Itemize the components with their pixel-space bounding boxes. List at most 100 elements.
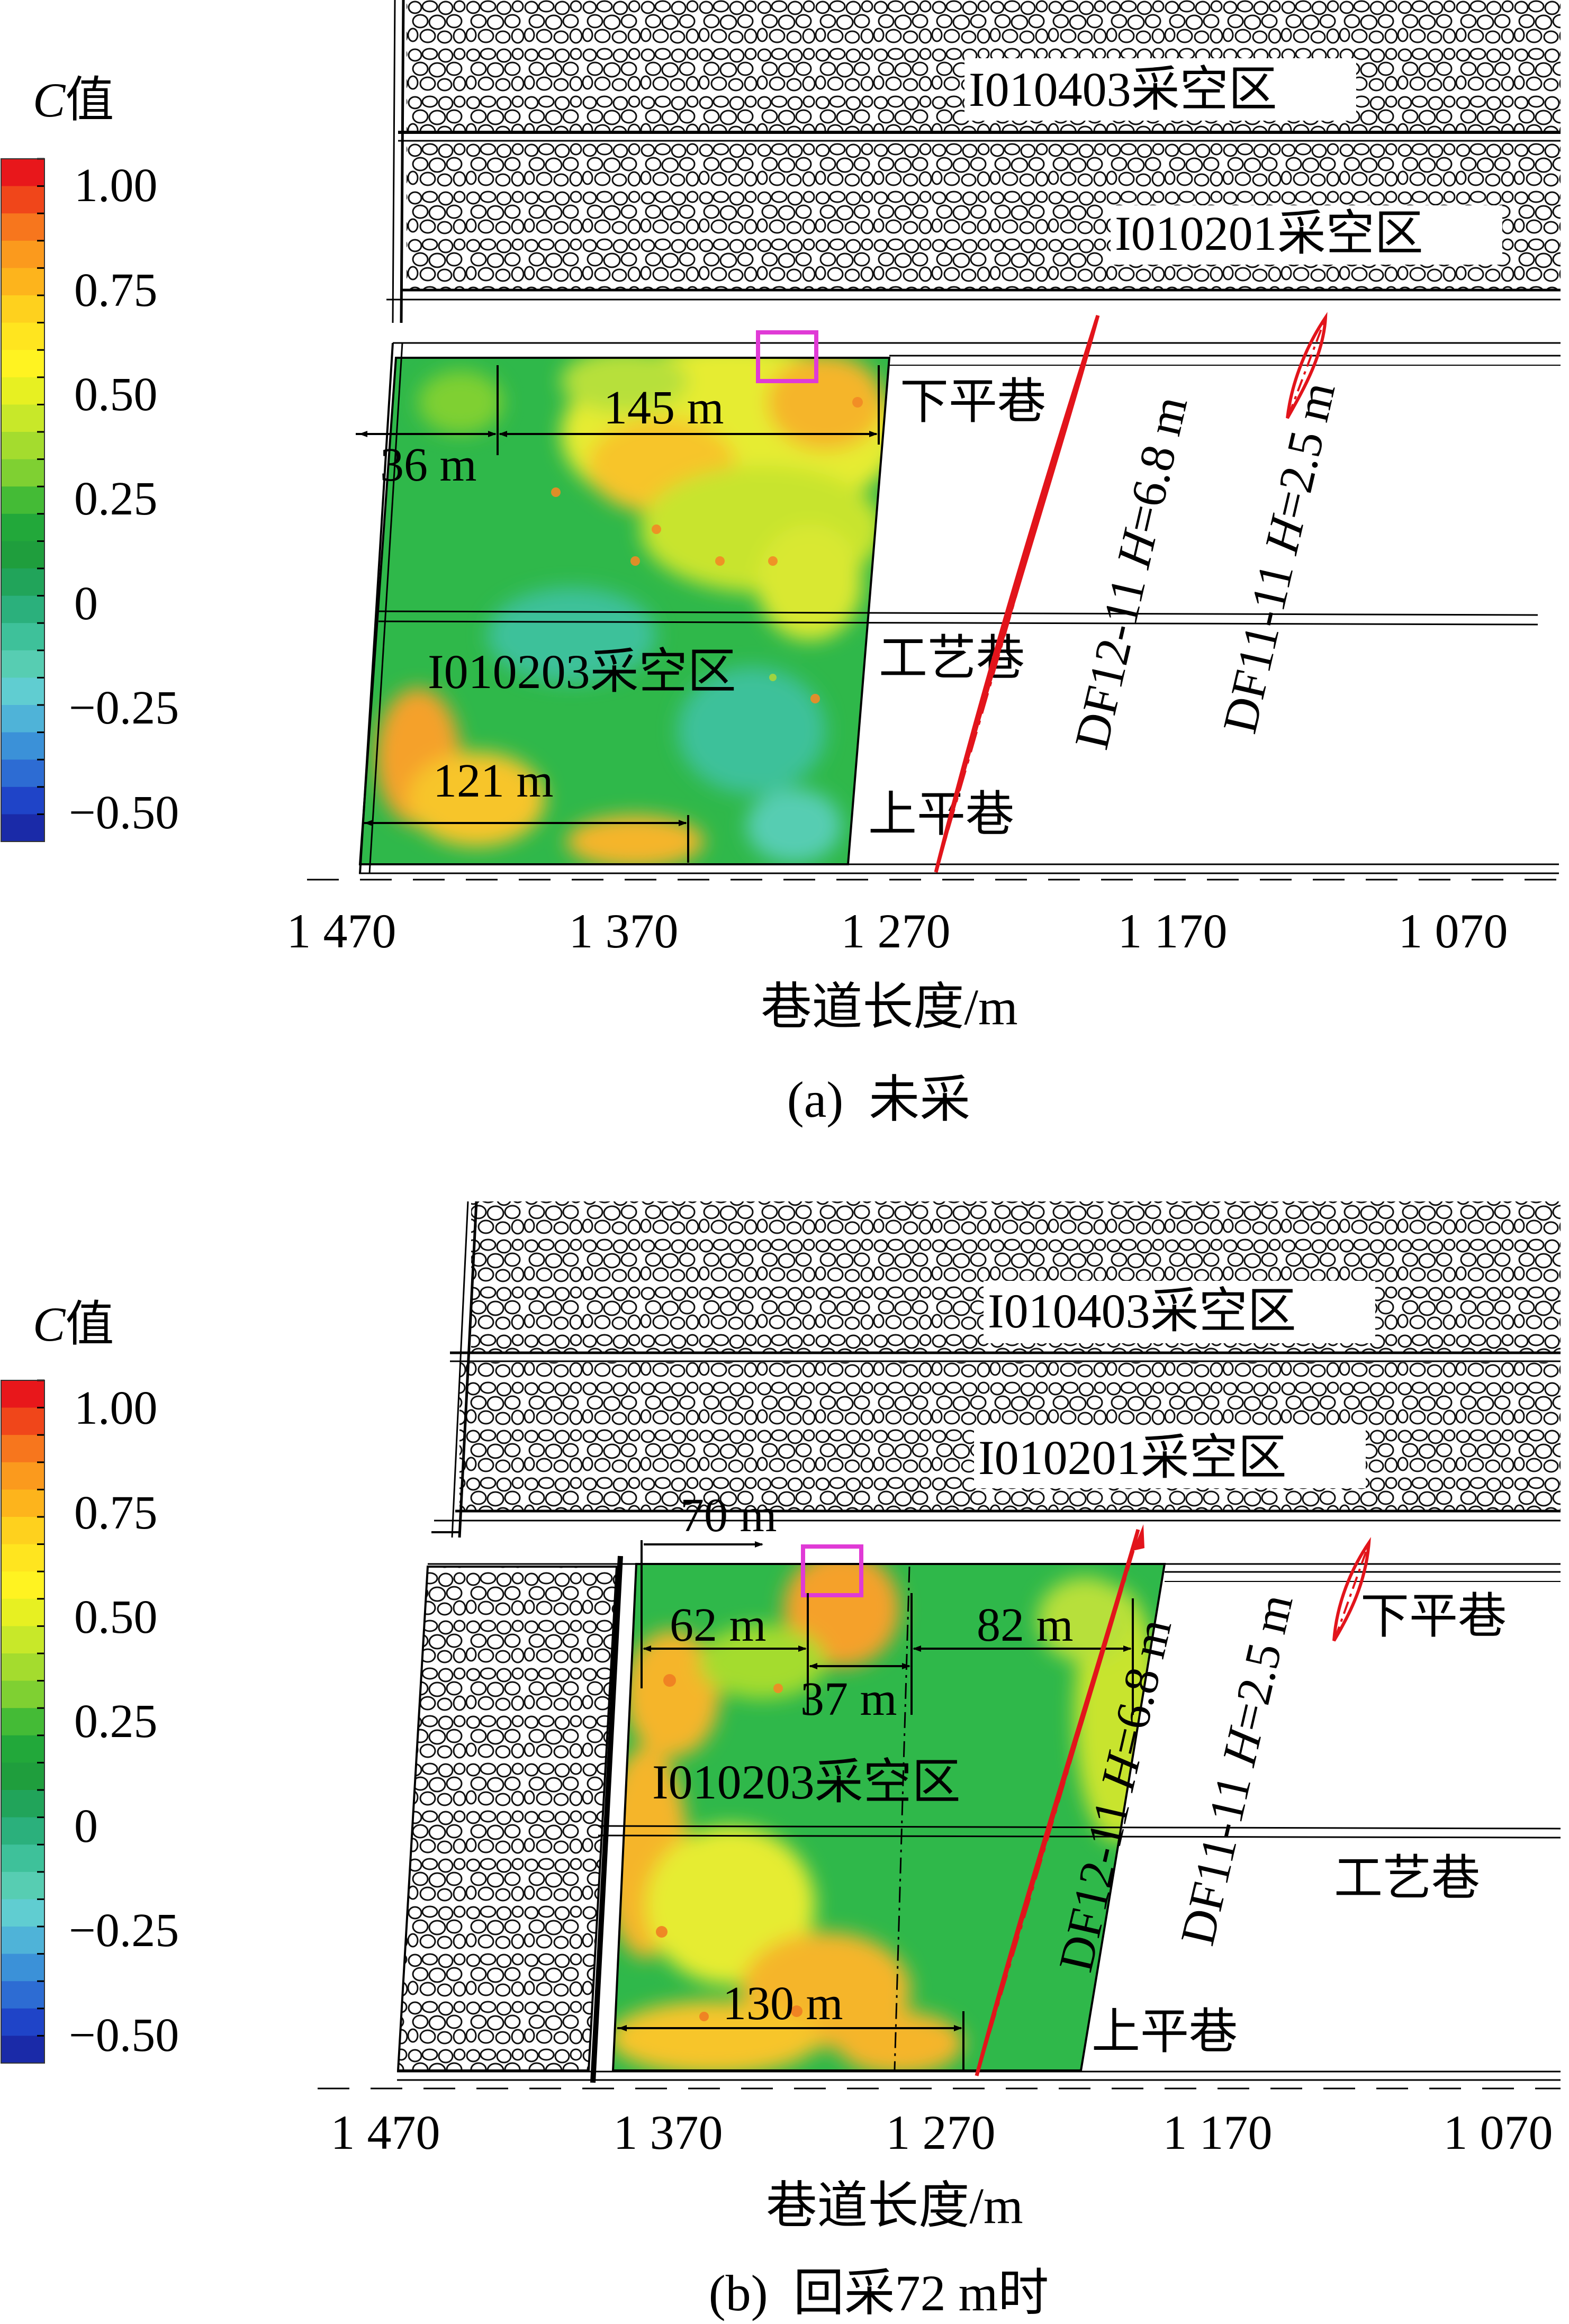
legend-a-band-14 — [1, 541, 44, 569]
legend-a-band-17 — [1, 623, 44, 651]
legend-a-tick-0: 0 — [74, 577, 98, 630]
panel-a-goaf-i010403: I010403采空区 — [969, 62, 1277, 116]
legend-b-band-3 — [1, 1462, 44, 1490]
panel-a-fault-df12-name: DF12-11 — [1064, 560, 1159, 754]
panel-a-goaf-i010203: I010203采空区 — [428, 645, 736, 699]
legend-a-band-2 — [1, 213, 44, 241]
panel-b-dimensions — [617, 1540, 1134, 2069]
panel-a-xtick-1270: 1 270 — [841, 904, 951, 958]
legend-b-band-20 — [1, 1927, 44, 1955]
panel-b-roadway-process: 工艺巷 — [1334, 1851, 1480, 1905]
legend-b-tick-0: 0 — [74, 1800, 98, 1852]
legend-a-band-16 — [1, 595, 44, 623]
legend-a-band-4 — [1, 268, 44, 296]
legend-b-tick-m050: −0.50 — [69, 2009, 179, 2061]
legend-b-band-21 — [1, 1954, 44, 1982]
panel-b-xtick-1470: 1 470 — [331, 2105, 440, 2159]
legend-b-band-12 — [1, 1708, 44, 1736]
legend-a-band-6 — [1, 322, 44, 350]
legend-b-band-18 — [1, 1871, 44, 1900]
legend-b-band-10 — [1, 1653, 44, 1681]
legend-a-band-13 — [1, 513, 44, 541]
legend-a-band-12 — [1, 486, 44, 514]
legend-b-band-4 — [1, 1489, 44, 1517]
legend-a-tick-m050: −0.50 — [69, 786, 179, 839]
legend-a-title-c: C — [33, 73, 66, 127]
legend-a-band-3 — [1, 240, 44, 268]
panel-b-xtick-1370: 1 370 — [614, 2105, 723, 2159]
panel-b-fault-df11-name: DF11-11 — [1170, 1758, 1264, 1950]
panel-b-dim-70m: 70 m — [680, 1489, 777, 1542]
legend-a-band-10 — [1, 432, 44, 460]
panel-b-dim-62m: 62 m — [670, 1599, 767, 1651]
legend-a-band-1 — [1, 186, 44, 214]
panel-b-goaf-i010201: I010201采空区 — [978, 1431, 1287, 1485]
panel-b-xtick-1270: 1 270 — [886, 2105, 996, 2159]
panel-b-goaf-rubble — [396, 1566, 618, 2072]
legend-a-band-22 — [1, 759, 44, 788]
panel-a-dim-145m: 145 m — [603, 382, 724, 434]
legend-b-band-6 — [1, 1544, 44, 1572]
panel-a-xtick-1370: 1 370 — [569, 904, 679, 958]
legend-a-band-9 — [1, 404, 44, 432]
panel-b-xtick-1170: 1 170 — [1163, 2105, 1273, 2159]
panel-a-fault-df11-name: DF11-11 — [1212, 546, 1306, 738]
panel-b-dim-130m: 130 m — [723, 1977, 843, 2030]
legend-b-band-14 — [1, 1762, 44, 1791]
panel-a-xtick-1470: 1 470 — [287, 904, 396, 958]
panel-a-fault-df11-value: =2.5 m — [1261, 377, 1345, 525]
legend-b-band-1 — [1, 1407, 44, 1435]
panel-b-goaf-i010203: I010203采空区 — [652, 1755, 961, 1809]
legend-b-band-13 — [1, 1735, 44, 1763]
legend-b-band-15 — [1, 1790, 44, 1818]
panel-a-goaf-upper: I010403采空区 I010201采空区 — [386, 0, 1561, 323]
legend-a-band-19 — [1, 677, 44, 706]
legend-b-band-11 — [1, 1680, 44, 1708]
panel-a-dimensions — [356, 365, 880, 863]
legend-b: C值 1.00 0.75 0.50 0.25 0 −0.25 −0.50 — [1, 1297, 179, 2064]
panel-a-marker-box — [756, 330, 818, 383]
legend-a-band-18 — [1, 650, 44, 678]
panel-b-goaf-upper: I010403采空区 I010201采空区 — [431, 1201, 1561, 1538]
panel-a-roadway-lower: 下平巷 — [900, 375, 1046, 429]
panel-a-x-axis: 1 470 1 370 1 270 1 170 1 070 巷道长度/m — [287, 879, 1561, 1035]
legend-a-band-15 — [1, 568, 44, 596]
panel-b-divide-line — [894, 1566, 910, 2070]
panel-b-goaf-i010403: I010403采空区 — [988, 1284, 1296, 1338]
panel-a-dim-36m: 36 m — [380, 439, 477, 491]
legend-a-colorbar — [1, 158, 45, 842]
legend-b-band-23 — [1, 2008, 44, 2036]
legend-b-band-2 — [1, 1435, 44, 1463]
panel-b-dim-37m: 37 m — [800, 1673, 897, 1725]
panel-b-dim-82m: 82 m — [977, 1599, 1074, 1651]
legend-a-tick-100: 1.00 — [74, 159, 158, 212]
legend-a-outline — [1, 158, 45, 842]
legend-b-band-7 — [1, 1571, 44, 1599]
legend-a-tick-m025: −0.25 — [69, 682, 179, 734]
legend-a-band-20 — [1, 705, 44, 733]
legend-a-title: C值 — [33, 73, 114, 127]
legend-b-colorbar — [1, 1379, 45, 2064]
panel-a-xtick-1070: 1 070 — [1399, 904, 1508, 958]
legend-b-band-9 — [1, 1626, 44, 1654]
panel-a-dim-121m: 121 m — [433, 755, 554, 807]
panel-b-roadway-upper: 上平巷 — [1092, 2005, 1238, 2059]
legend-b-band-0 — [1, 1380, 44, 1408]
legend-a-title-value: 值 — [65, 73, 114, 127]
legend-b-band-19 — [1, 1899, 44, 1927]
panel-a-fault-df11: DF11-11 H=2.5 m — [1212, 312, 1346, 738]
legend-a-band-0 — [1, 159, 44, 187]
legend-a-band-7 — [1, 350, 44, 378]
legend-b-tick-100: 1.00 — [74, 1382, 158, 1434]
legend-b-outline — [1, 1380, 45, 2064]
panel-b-x-axis-label: 巷道长度/m — [766, 2177, 1023, 2234]
panel-b-roadway-lower: 下平巷 — [1360, 1589, 1507, 1643]
legend-a-tick-075: 0.75 — [74, 264, 158, 317]
panel-b: I010403采空区 I010201采空区 — [318, 1201, 1561, 2321]
legend-a-band-11 — [1, 459, 44, 487]
panel-a-fault-df12-label: DF12-11 H=6.8 m — [1064, 391, 1197, 754]
legend-a-band-8 — [1, 377, 44, 405]
legend-b-title-c: C — [33, 1297, 66, 1351]
legend-b-band-22 — [1, 1981, 44, 2009]
